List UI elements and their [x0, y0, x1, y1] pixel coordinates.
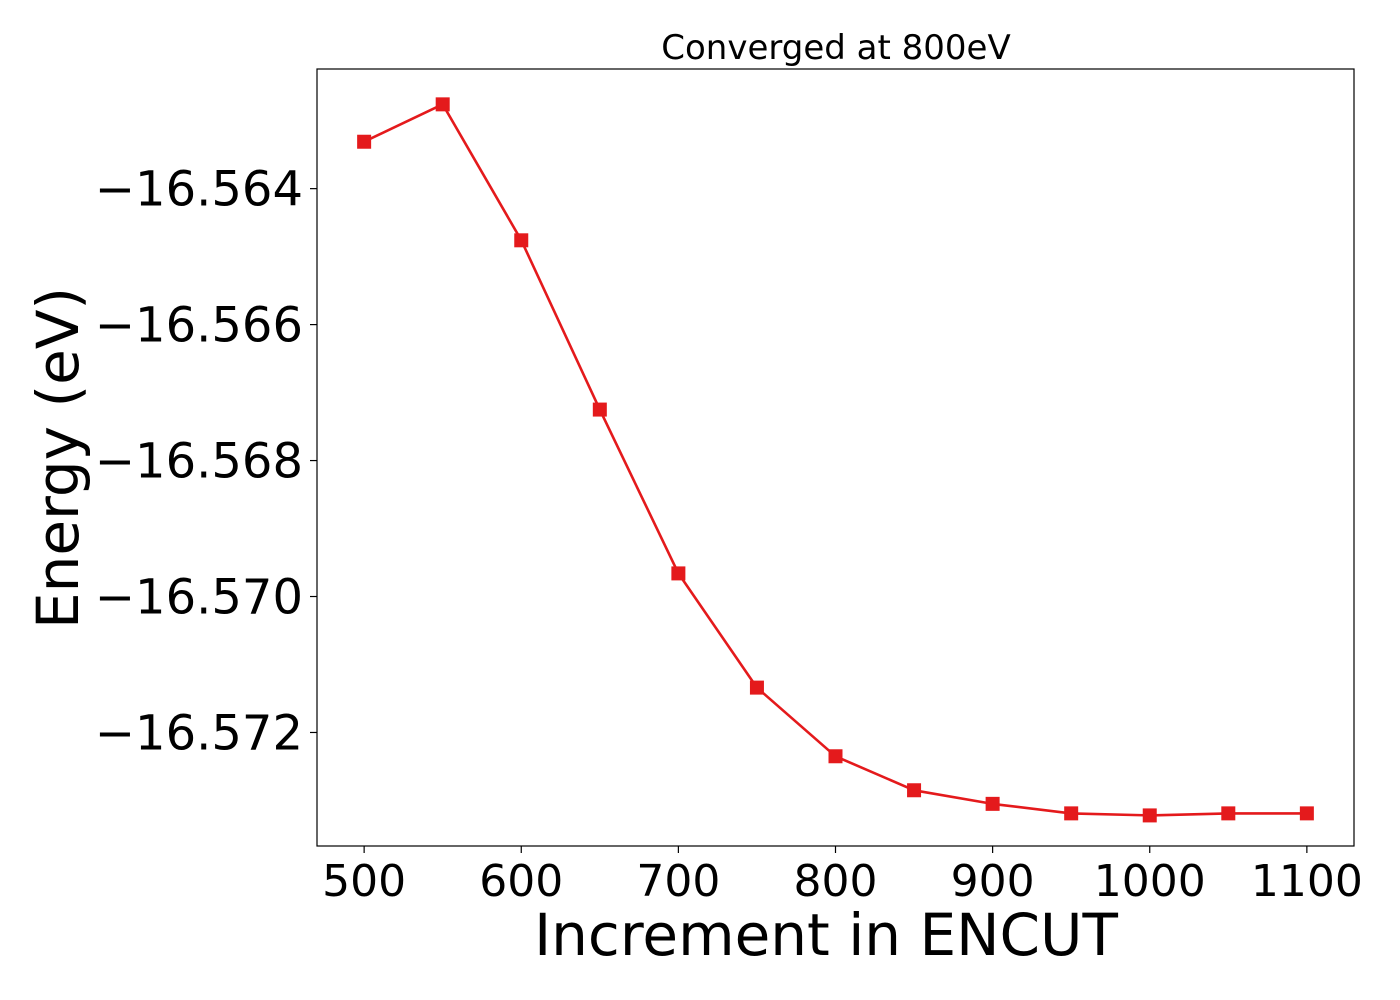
- data-point: [985, 796, 1000, 811]
- x-tick-label: 600: [479, 856, 563, 907]
- x-tick-label: 1100: [1251, 856, 1363, 907]
- y-axis-ticks: −16.564 −16.566 −16.568 −16.570 −16.572: [95, 162, 317, 761]
- y-tick-label: −16.572: [95, 705, 303, 761]
- data-point: [828, 749, 843, 764]
- data-point: [1221, 806, 1236, 821]
- data-point: [1064, 806, 1079, 821]
- y-tick-label: −16.568: [95, 434, 303, 490]
- plot-area-frame: [316, 68, 1355, 847]
- x-tick-label: 800: [794, 856, 878, 907]
- x-axis-ticks: 500 600 700 800 900 1000 1100: [322, 846, 1363, 907]
- y-tick-label: −16.564: [95, 162, 303, 218]
- x-tick-label: 700: [636, 856, 720, 907]
- data-point: [907, 783, 922, 798]
- data-point: [1299, 806, 1314, 821]
- x-axis-label: Increment in ENCUT: [534, 901, 1118, 969]
- series-layer: [357, 97, 1314, 823]
- data-point: [1142, 808, 1157, 823]
- x-tick-label: 900: [951, 856, 1035, 907]
- data-point: [671, 566, 686, 581]
- x-tick-label: 500: [322, 856, 406, 907]
- y-tick-label: −16.570: [95, 570, 303, 626]
- y-axis-label: Energy (eV): [24, 287, 92, 629]
- series-line-0: [363, 103, 1307, 817]
- data-point: [514, 233, 529, 248]
- data-point: [435, 97, 450, 112]
- x-tick-label: 1000: [1094, 856, 1206, 907]
- data-point: [749, 680, 764, 695]
- data-point: [592, 402, 607, 417]
- chart-title: Converged at 800eV: [661, 28, 1010, 68]
- data-point: [357, 134, 372, 149]
- y-tick-label: −16.566: [95, 298, 303, 354]
